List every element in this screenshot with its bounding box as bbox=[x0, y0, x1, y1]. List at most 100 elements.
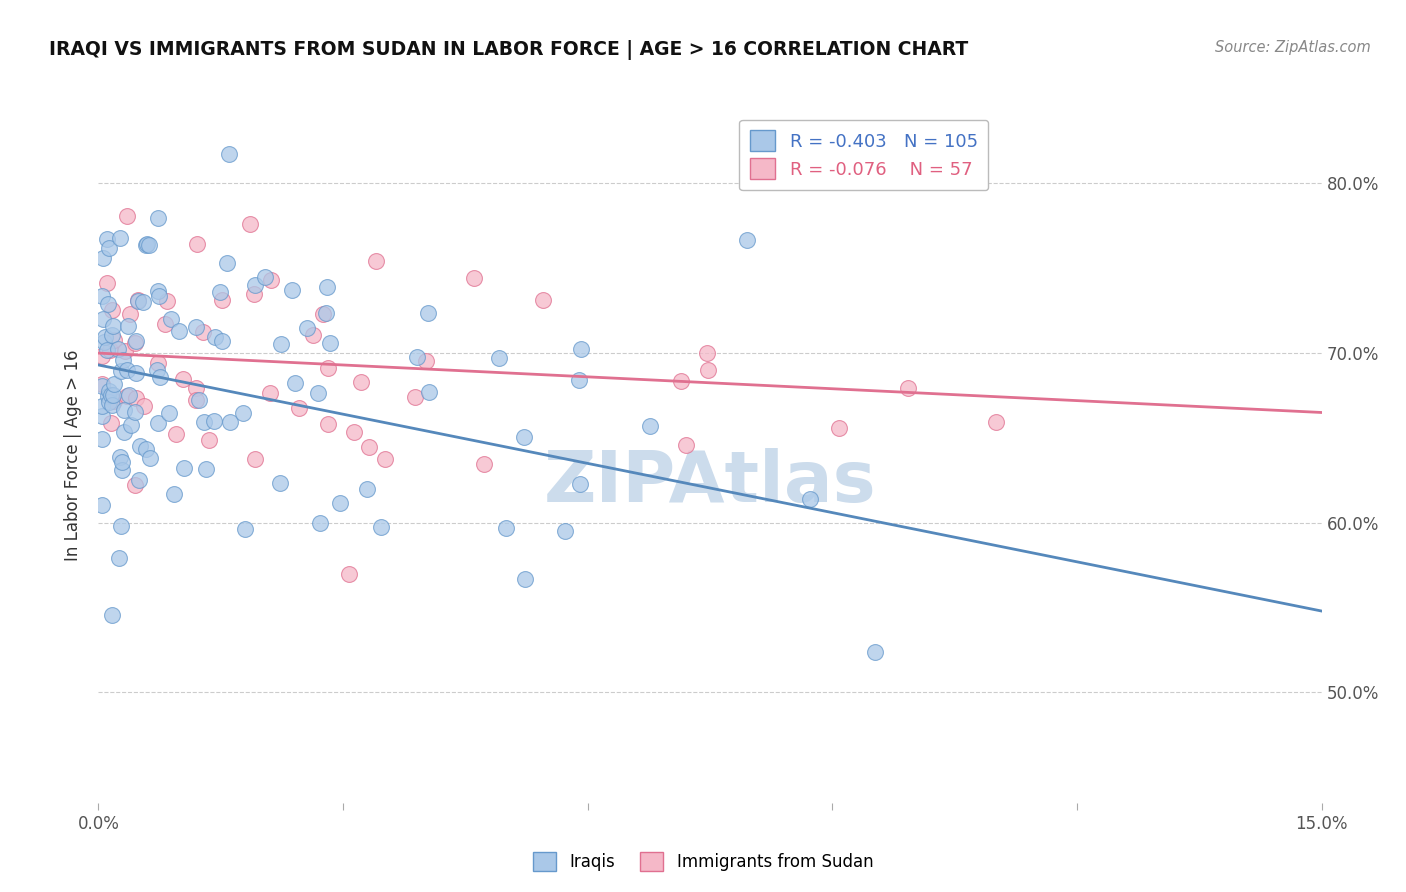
Point bbox=[101, 392, 124, 407]
Point bbox=[897, 381, 920, 395]
Point bbox=[253, 270, 276, 285]
Point bbox=[259, 385, 281, 400]
Point bbox=[103, 376, 125, 391]
Point bbox=[146, 284, 169, 298]
Point bbox=[318, 417, 340, 431]
Point bbox=[204, 329, 226, 343]
Point bbox=[91, 289, 114, 303]
Point bbox=[135, 238, 157, 252]
Point bbox=[118, 388, 141, 402]
Point bbox=[91, 312, 114, 326]
Point bbox=[108, 550, 131, 565]
Point bbox=[115, 209, 138, 223]
Point bbox=[495, 521, 517, 535]
Point bbox=[195, 462, 218, 476]
Point bbox=[127, 293, 149, 307]
Point bbox=[697, 363, 720, 377]
Point bbox=[828, 421, 851, 435]
Point bbox=[211, 334, 233, 348]
Point bbox=[91, 409, 114, 423]
Point bbox=[172, 372, 194, 386]
Point bbox=[307, 385, 329, 400]
Point bbox=[215, 256, 238, 270]
Point bbox=[91, 399, 114, 413]
Point bbox=[696, 346, 718, 360]
Point bbox=[243, 451, 266, 466]
Point bbox=[148, 289, 170, 303]
Point bbox=[129, 439, 152, 453]
Point bbox=[187, 393, 209, 408]
Point bbox=[316, 280, 339, 294]
Point bbox=[101, 302, 124, 317]
Point bbox=[418, 384, 440, 399]
Point bbox=[242, 287, 264, 301]
Point bbox=[675, 438, 697, 452]
Point bbox=[115, 390, 138, 404]
Point bbox=[162, 487, 184, 501]
Point bbox=[136, 236, 159, 251]
Point bbox=[124, 334, 146, 348]
Point bbox=[173, 460, 195, 475]
Point bbox=[111, 455, 134, 469]
Point bbox=[243, 278, 266, 293]
Point bbox=[125, 366, 148, 380]
Text: Source: ZipAtlas.com: Source: ZipAtlas.com bbox=[1215, 40, 1371, 55]
Point bbox=[93, 335, 115, 350]
Point bbox=[139, 450, 162, 465]
Point bbox=[98, 394, 121, 409]
Point bbox=[120, 418, 142, 433]
Point bbox=[513, 572, 536, 586]
Point bbox=[568, 477, 591, 491]
Point bbox=[531, 293, 554, 307]
Point bbox=[100, 328, 122, 343]
Point bbox=[374, 452, 396, 467]
Point bbox=[111, 463, 134, 477]
Point bbox=[208, 285, 231, 299]
Point bbox=[97, 384, 120, 398]
Point bbox=[108, 450, 131, 465]
Point bbox=[270, 337, 292, 351]
Point bbox=[232, 406, 254, 420]
Point bbox=[103, 333, 125, 347]
Point bbox=[269, 475, 291, 490]
Point bbox=[107, 342, 129, 356]
Point bbox=[146, 416, 169, 430]
Y-axis label: In Labor Force | Age > 16: In Labor Force | Age > 16 bbox=[65, 349, 83, 561]
Point bbox=[91, 349, 114, 363]
Point bbox=[184, 392, 207, 407]
Point bbox=[357, 440, 380, 454]
Point bbox=[337, 567, 360, 582]
Point bbox=[135, 442, 157, 457]
Point bbox=[329, 495, 352, 509]
Point bbox=[91, 499, 114, 513]
Point bbox=[415, 353, 437, 368]
Point bbox=[103, 393, 125, 408]
Point bbox=[799, 492, 821, 507]
Point bbox=[91, 376, 114, 391]
Point bbox=[167, 324, 190, 338]
Point bbox=[312, 307, 335, 321]
Point bbox=[318, 361, 340, 376]
Point bbox=[281, 284, 304, 298]
Point bbox=[418, 306, 440, 320]
Point bbox=[127, 294, 149, 309]
Point bbox=[284, 376, 307, 391]
Point bbox=[94, 330, 117, 344]
Point bbox=[112, 425, 135, 439]
Point bbox=[125, 391, 148, 405]
Point bbox=[146, 362, 169, 376]
Point bbox=[157, 406, 180, 420]
Point bbox=[96, 277, 118, 291]
Legend: Iraqis, Immigrants from Sudan: Iraqis, Immigrants from Sudan bbox=[524, 843, 882, 880]
Legend: R = -0.403   N = 105, R = -0.076    N = 57: R = -0.403 N = 105, R = -0.076 N = 57 bbox=[740, 120, 988, 190]
Point bbox=[118, 307, 141, 321]
Point bbox=[295, 321, 318, 335]
Point bbox=[218, 147, 240, 161]
Point bbox=[513, 430, 536, 444]
Point bbox=[218, 415, 240, 429]
Point bbox=[319, 336, 342, 351]
Point bbox=[156, 293, 179, 308]
Text: IRAQI VS IMMIGRANTS FROM SUDAN IN LABOR FORCE | AGE > 16 CORRELATION CHART: IRAQI VS IMMIGRANTS FROM SUDAN IN LABOR … bbox=[49, 40, 969, 60]
Point bbox=[91, 433, 114, 447]
Point bbox=[110, 518, 132, 533]
